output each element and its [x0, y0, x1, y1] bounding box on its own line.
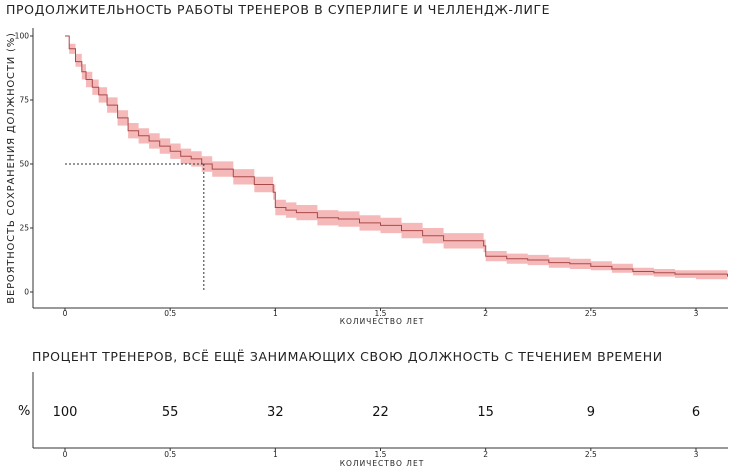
- percent-value: 100: [53, 405, 78, 420]
- y-tick-label: 0: [24, 288, 29, 297]
- y-tick-label: 50: [19, 160, 29, 169]
- row-label: %: [18, 404, 30, 419]
- x-axis-ticks: 0 0.5 1 1.5 2 2.5 3: [63, 308, 699, 318]
- table-x-tick-label: 0: [63, 450, 68, 459]
- x-tick-label: 1: [273, 309, 278, 318]
- x-tick-label: 0.5: [164, 309, 176, 318]
- survival-curve: [65, 35, 728, 277]
- y-axis-label: ВЕРОЯТНОСТЬ СОХРАНЕНИЯ ДОЛЖНОСТИ (%): [6, 32, 17, 303]
- percent-value: 9: [587, 405, 595, 420]
- x-axis-title: КОЛИЧЕСТВО ЛЕТ: [340, 317, 425, 326]
- x-tick-label: 0: [63, 309, 68, 318]
- table-values: 100 55 32 22 15 9 6: [53, 405, 701, 420]
- table-x-axis-title: КОЛИЧЕСТВО ЛЕТ: [340, 459, 425, 468]
- table-x-tick-label: 2.5: [585, 450, 597, 459]
- survival-chart-title: ПРОДОЛЖИТЕЛЬНОСТЬ РАБОТЫ ТРЕНЕРОВ В СУПЕ…: [6, 2, 550, 17]
- y-tick-label: 25: [19, 224, 29, 233]
- percent-value: 6: [692, 405, 700, 420]
- percent-value: 55: [162, 405, 179, 420]
- table-x-tick-label: 1: [273, 450, 278, 459]
- table-x-tick-label: 3: [694, 450, 699, 459]
- percent-value: 22: [372, 405, 389, 420]
- percent-table: % 100 55 32 22 15 9 6 0 0.5 1 1.5 2 2.5 3 КОЛИЧЕСТВО…: [18, 372, 728, 468]
- survival-plot: 0 0.5 1 1.5 2 2.5 3 0 25 50 75 100 КОЛИЧЕСТВО ЛЕТ: [15, 28, 728, 326]
- x-tick-label: 3: [694, 309, 699, 318]
- y-tick-label: 100: [15, 32, 30, 41]
- percent-value: 15: [477, 405, 494, 420]
- x-tick-label: 2: [483, 309, 488, 318]
- y-axis-ticks: 0 25 50 75 100: [15, 32, 33, 297]
- table-chart-title: ПРОЦЕНТ ТРЕНЕРОВ, ВСЁ ЕЩЁ ЗАНИМАЮЩИХ СВО…: [32, 349, 663, 364]
- x-tick-label: 2.5: [585, 309, 597, 318]
- table-x-tick-label: 1.5: [375, 450, 387, 459]
- confidence-band: [65, 36, 728, 281]
- table-x-tick-label: 2: [483, 450, 488, 459]
- table-x-axis-ticks: 0 0.5 1 1.5 2 2.5 3: [63, 448, 699, 459]
- x-tick-label: 1.5: [375, 309, 387, 318]
- table-x-tick-label: 0.5: [164, 450, 176, 459]
- y-tick-label: 75: [19, 96, 29, 105]
- percent-value: 32: [267, 405, 284, 420]
